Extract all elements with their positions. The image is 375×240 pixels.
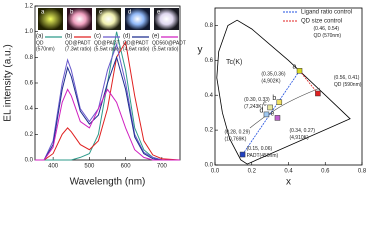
- figure: 400 500 600 700 0.0 0.2 0.4 0.6 0.8 1.0 1.2 Wavelen…: [3, 4, 367, 188]
- legend-label: (a): [36, 34, 43, 40]
- legend-label: Ligand ratio control: [301, 10, 352, 16]
- point: [276, 99, 283, 105]
- photo-label: a: [41, 10, 45, 16]
- point-annotation: (4,910K): [289, 135, 309, 141]
- y-tick-label: 0.0: [205, 163, 214, 169]
- legend-note: (7.3wt ratio): [65, 46, 92, 52]
- legend-name: QD@PADT: [65, 40, 91, 46]
- legend-note: (5.5wt ratio): [94, 46, 121, 52]
- legend-name: QD@PADT: [94, 40, 120, 46]
- x-tick-label: 400: [48, 164, 59, 170]
- point-annotation: (0.56, 0.41): [334, 75, 360, 81]
- photo: [67, 8, 92, 30]
- series-line: [35, 55, 180, 161]
- point-annotation: QD (590nm): [334, 82, 362, 88]
- legend-name: QD560@PADT: [152, 40, 186, 46]
- point-annotation: (10,769K): [224, 137, 246, 143]
- x-axis-label: Wavelength (nm): [70, 177, 146, 188]
- x-tick-label: 0.0: [211, 169, 220, 175]
- point-label: d: [259, 107, 263, 114]
- point: [274, 115, 281, 121]
- point-annotation: (0.34, 0.27): [289, 128, 315, 134]
- point-label: b: [272, 95, 276, 102]
- legend-label: (b): [65, 34, 72, 40]
- photo-label: c: [99, 10, 102, 16]
- point: [267, 104, 273, 111]
- legend-note: (4.6wt ratio): [123, 46, 150, 52]
- guide-arrow: [242, 70, 300, 155]
- photo-label: b: [70, 10, 74, 16]
- point-annotation: (0.28, 0.29): [224, 130, 250, 136]
- x-tick-label: 700: [157, 164, 168, 170]
- x-tick-label: 500: [84, 164, 95, 170]
- legend-label: (c): [94, 34, 101, 40]
- annotation: Tc(K): [226, 59, 242, 66]
- y-tick-label: 0.4: [25, 106, 34, 112]
- x-tick-label: 0.8: [358, 169, 367, 175]
- series-line: [35, 42, 180, 161]
- legend-note: (570nm): [36, 46, 55, 52]
- y-tick-label: 0.2: [25, 132, 34, 138]
- photo-label: d: [128, 10, 131, 16]
- legend-note: (5.5wt ratio): [152, 46, 179, 52]
- y-axis-label: y: [198, 45, 203, 56]
- y-tick-label: 0.8: [25, 55, 34, 61]
- y-tick-label: 1.2: [25, 4, 34, 10]
- point-annotation: (0.30, 0.33): [244, 97, 270, 103]
- point-annotation: PADT(450nm): [247, 153, 279, 159]
- point-label: a: [293, 64, 297, 71]
- y-tick-label: 0.4: [205, 93, 214, 99]
- point: [239, 151, 246, 158]
- series-line: [35, 88, 180, 161]
- y-tick-label: 0.6: [25, 81, 34, 87]
- photo: [125, 8, 150, 30]
- y-axis-label: EL intensity (a.u.): [3, 44, 14, 121]
- point-label: e: [270, 111, 274, 118]
- photo: [154, 8, 179, 30]
- y-tick-label: 1.0: [25, 29, 34, 35]
- point-annotation: (0.35,0.36): [261, 72, 286, 78]
- y-tick-label: 0.8: [205, 23, 214, 29]
- x-tick-label: 0.4: [284, 169, 293, 175]
- y-tick-label: 0.0: [25, 158, 34, 164]
- x-axis-label: x: [286, 177, 291, 188]
- legend-name: QD: [36, 40, 44, 46]
- photos: [38, 8, 179, 30]
- x-tick-label: 0.6: [321, 169, 330, 175]
- y-tick-label: 0.2: [205, 128, 214, 134]
- spectral-locus: [216, 19, 351, 165]
- point: [296, 68, 303, 74]
- series-line: [35, 31, 180, 161]
- x-tick-label: 0.2: [248, 169, 257, 175]
- guide-arrow: [299, 70, 319, 94]
- point-label: c: [263, 100, 267, 107]
- point-annotation: (0.46, 0.54): [314, 26, 340, 32]
- legend-name: QD@PADT: [123, 40, 149, 46]
- legend-label: QD size control: [301, 19, 342, 25]
- photo-label: e: [157, 10, 161, 16]
- y-tick-label: 0.6: [205, 58, 214, 64]
- photo: [38, 8, 63, 30]
- photo: [96, 8, 121, 30]
- legend-label: (d): [123, 34, 130, 40]
- legend-label: (e): [152, 34, 159, 40]
- series-line: [35, 40, 181, 161]
- point: [315, 90, 321, 97]
- point: [263, 111, 270, 118]
- x-tick-label: 600: [121, 164, 132, 170]
- planckian-locus: [249, 87, 321, 129]
- point-annotation: (4,902K): [261, 79, 281, 85]
- point-annotation: QD (570nm): [314, 33, 342, 39]
- point-annotation: (0.15, 0.06): [247, 146, 273, 152]
- point-annotation: (7,243K): [244, 104, 264, 110]
